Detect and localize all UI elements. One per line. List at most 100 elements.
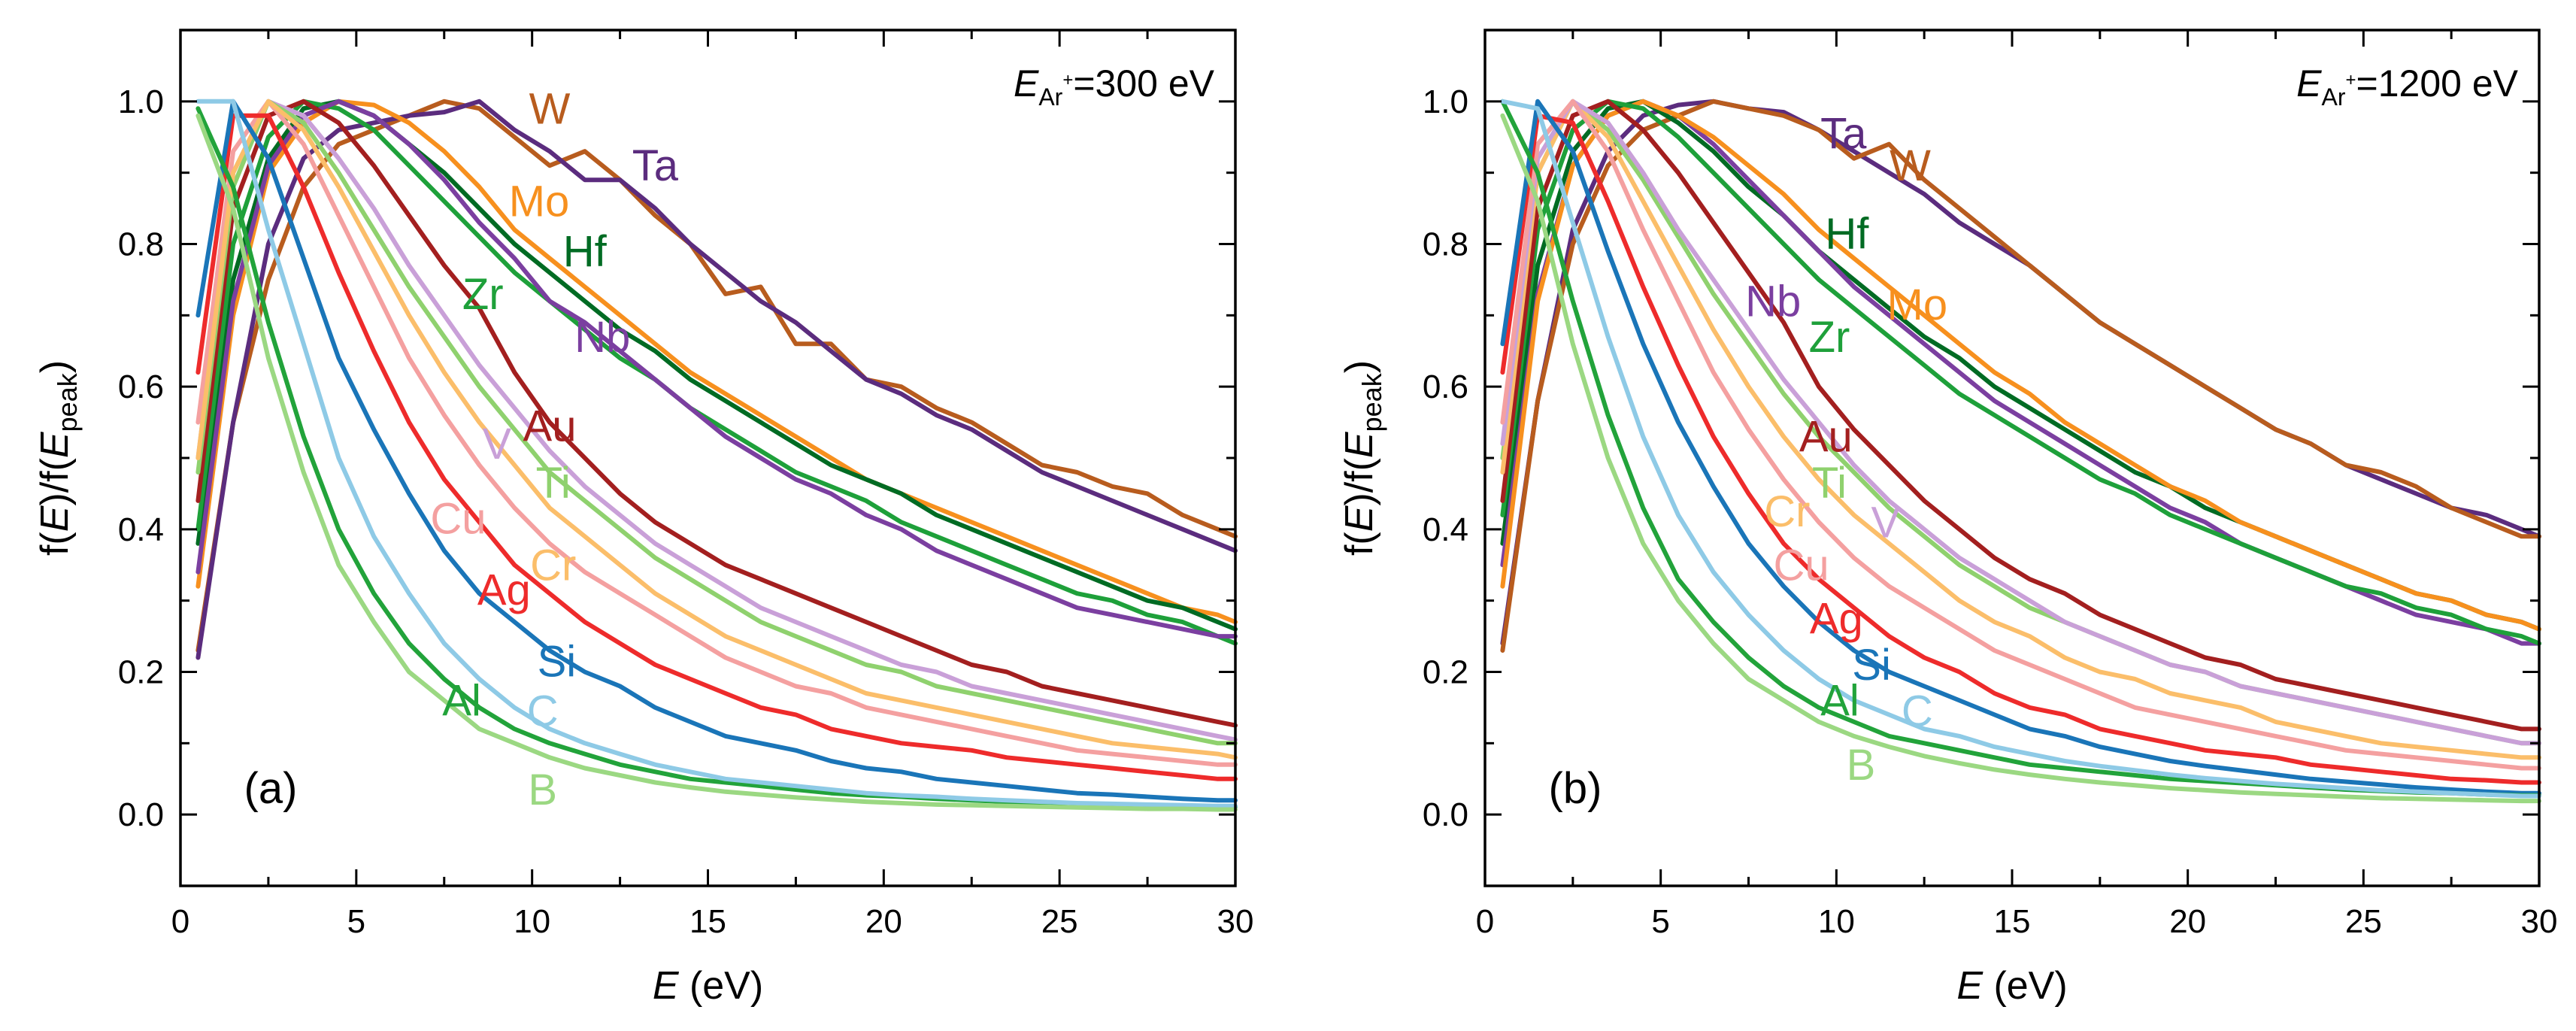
series-line-ag — [195, 113, 1238, 781]
series-line-cr — [1500, 99, 2541, 760]
series-line-v — [195, 99, 1238, 742]
x-tick-label: 5 — [1651, 903, 1669, 940]
series-label-w: W — [1890, 141, 1931, 190]
y-axis-label-part: )/f( — [33, 457, 77, 505]
x-axis-label: E (eV) — [653, 964, 763, 1008]
x-axis-label-unit: (eV) — [679, 964, 764, 1008]
x-tick-label: 0 — [1476, 903, 1494, 940]
y-axis-label-part: )/f( — [1338, 457, 1381, 505]
x-tick-label: 5 — [347, 903, 365, 940]
series-label-ag: Ag — [1810, 594, 1863, 643]
y-axis-label: f(E)/f(Epeak) — [1338, 360, 1387, 556]
series-label-c: C — [527, 687, 559, 736]
series-line-v — [1500, 99, 2541, 746]
beam-energy-value: =300 eV — [1073, 62, 1214, 105]
x-tick-label: 10 — [514, 903, 550, 940]
series-label-nb: Nb — [574, 313, 630, 362]
x-tick-label: 10 — [1818, 903, 1855, 940]
series-line-cu — [1500, 99, 2541, 771]
series-label-v: V — [483, 420, 512, 468]
y-tick-label: 0.6 — [118, 368, 164, 405]
series-line-zr — [195, 99, 1238, 646]
series-label-cu: Cu — [430, 495, 486, 544]
series-line-ti — [195, 99, 1238, 746]
y-tick-label: 0.4 — [1423, 511, 1468, 548]
beam-energy-symbol: E — [1014, 62, 1039, 105]
x-axis-label-symbol: E — [653, 964, 680, 1008]
beam-energy-label: EAr+=300 eV — [1014, 62, 1215, 111]
series-line-zr — [1500, 99, 2541, 646]
series-line-hf — [1500, 99, 2541, 632]
beam-energy-superscript: + — [1062, 70, 1073, 90]
series-line-nb — [195, 99, 1238, 639]
y-tick-label: 0.2 — [1423, 654, 1468, 691]
y-axis-label-part: f( — [1338, 532, 1381, 556]
x-tick-label: 20 — [2169, 903, 2206, 940]
series-group — [195, 99, 1238, 812]
beam-energy-value: =1200 eV — [2356, 62, 2519, 105]
y-axis-label-subscript: peak — [1356, 372, 1387, 432]
series-line-si — [195, 99, 1238, 803]
y-axis-label-symbol: E — [33, 431, 77, 458]
series-group — [1500, 99, 2541, 804]
beam-energy-subscript: Ar — [2322, 83, 2346, 111]
series-line-b — [195, 113, 1238, 812]
series-label-ta: Ta — [632, 141, 679, 190]
series-line-c — [1500, 99, 2541, 799]
series-label-au: Au — [523, 402, 577, 450]
x-tick-label: 15 — [1994, 903, 2031, 940]
x-tick-label: 25 — [2345, 903, 2382, 940]
series-line-au — [1500, 99, 2541, 732]
y-tick-label: 0.6 — [1423, 368, 1468, 405]
series-label-v: V — [1871, 498, 1900, 547]
series-label-si: Si — [538, 637, 577, 686]
panel-tag: (a) — [244, 764, 298, 813]
series-label-hf: Hf — [1825, 209, 1869, 258]
y-axis-label-symbol: E — [1338, 431, 1381, 458]
series-label-ag: Ag — [477, 566, 531, 615]
series-line-mo — [1500, 99, 2541, 632]
series-label-cu: Cu — [1774, 541, 1829, 590]
series-label-ti: Ti — [536, 459, 571, 508]
series-label-c: C — [1902, 687, 1933, 736]
series-label-ta: Ta — [1820, 110, 1867, 159]
y-tick-label: 1.0 — [1423, 83, 1468, 120]
series-line-cu — [195, 99, 1238, 767]
y-axis-label: f(E)/f(Epeak) — [33, 360, 83, 556]
series-label-al: Al — [442, 677, 481, 726]
series-label-ti: Ti — [1812, 459, 1847, 508]
x-tick-label: 30 — [1217, 903, 1254, 940]
series-label-hf: Hf — [563, 227, 608, 276]
y-tick-label: 0.4 — [118, 511, 164, 548]
x-tick-label: 30 — [2521, 903, 2558, 940]
x-axis-label-symbol: E — [1956, 964, 1984, 1008]
panel-tag: (b) — [1549, 764, 1602, 813]
y-tick-label: 0.8 — [1423, 226, 1468, 263]
series-label-b: B — [1847, 741, 1876, 790]
series-line-mo — [195, 99, 1238, 625]
y-axis-label-part: f( — [33, 532, 77, 556]
series-line-au — [195, 99, 1238, 728]
series-line-si — [1500, 99, 2541, 796]
x-tick-label: 15 — [689, 903, 726, 940]
plot-frame — [1483, 29, 2541, 887]
y-tick-label: 0.0 — [118, 796, 164, 833]
y-axis-label-subscript: peak — [52, 372, 83, 432]
y-axis-label-part: ) — [1338, 360, 1381, 373]
series-label-cr: Cr — [1764, 487, 1810, 536]
y-axis-label-symbol: E — [1338, 505, 1381, 532]
x-tick-label: 25 — [1041, 903, 1078, 940]
y-tick-label: 0.2 — [118, 654, 164, 691]
series-label-w: W — [529, 84, 571, 133]
x-axis-label: E (eV) — [1956, 964, 2067, 1008]
x-axis-label-unit: (eV) — [1983, 964, 2068, 1008]
series-label-mo: Mo — [509, 177, 570, 226]
series-line-c — [195, 99, 1238, 808]
beam-energy-subscript: Ar — [1038, 83, 1062, 111]
series-label-zr: Zr — [462, 270, 504, 319]
beam-energy-label: EAr+=1200 eV — [2296, 62, 2519, 111]
beam-energy-superscript: + — [2346, 70, 2356, 90]
y-axis-label-symbol: E — [33, 505, 77, 532]
series-label-si: Si — [1852, 641, 1891, 690]
